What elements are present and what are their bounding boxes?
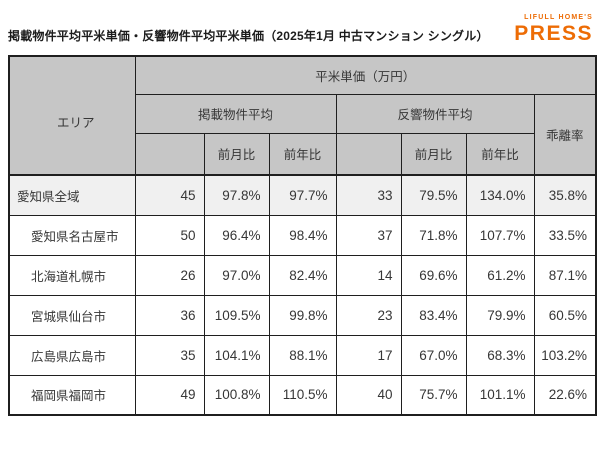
cell-divergence: 22.6%	[533, 374, 597, 416]
cell-area: 北海道札幌市	[8, 254, 136, 296]
cell-area: 愛知県名古屋市	[8, 214, 136, 256]
cell-response-mom: 69.6%	[400, 254, 467, 296]
header-row-1: エリア 平米単価（万円）	[8, 55, 597, 176]
cell-listed-yoy: 110.5%	[268, 374, 337, 416]
cell-listed-avg: 35	[134, 334, 205, 376]
cell-listed-avg: 36	[134, 294, 205, 336]
page-title: 掲載物件平均平米単価・反響物件平均平米単価（2025年1月 中古マンション シン…	[8, 29, 489, 43]
table-row-sapporo: 北海道札幌市 26 97.0% 82.4% 14 69.6% 61.2% 87.…	[8, 254, 597, 296]
cell-listed-mom: 97.0%	[203, 254, 270, 296]
cell-listed-yoy: 82.4%	[268, 254, 337, 296]
cell-response-avg: 37	[335, 214, 402, 256]
cell-area: 広島県広島市	[8, 334, 136, 376]
logo-press-text: PRESS	[514, 22, 593, 45]
cell-response-yoy: 101.1%	[465, 374, 535, 416]
table-row-aichi-zeniki: 愛知県全域 45 97.8% 97.7% 33 79.5% 134.0% 35.…	[8, 174, 597, 216]
header-unit-price: 平米単価（万円）	[134, 55, 597, 95]
cell-response-yoy: 107.7%	[465, 214, 535, 256]
cell-divergence: 60.5%	[533, 294, 597, 336]
cell-listed-yoy: 98.4%	[268, 214, 337, 256]
cell-listed-mom: 109.5%	[203, 294, 270, 336]
cell-listed-avg: 50	[134, 214, 205, 256]
header-listed-yoy: 前年比	[268, 132, 337, 176]
header-response-value-spacer	[335, 132, 402, 176]
cell-area: 宮城県仙台市	[8, 294, 136, 336]
cell-response-yoy: 79.9%	[465, 294, 535, 336]
lifull-homes-press-logo: LIFULL HOME'S PRESS	[514, 14, 593, 44]
cell-response-avg: 14	[335, 254, 402, 296]
cell-divergence: 103.2%	[533, 334, 597, 376]
table-row-hiroshima: 広島県広島市 35 104.1% 88.1% 17 67.0% 68.3% 10…	[8, 334, 597, 376]
cell-listed-avg: 26	[134, 254, 205, 296]
cell-listed-mom: 100.8%	[203, 374, 270, 416]
cell-divergence: 33.5%	[533, 214, 597, 256]
cell-response-avg: 33	[335, 174, 402, 216]
cell-response-mom: 67.0%	[400, 334, 467, 376]
cell-response-mom: 83.4%	[400, 294, 467, 336]
cell-response-yoy: 134.0%	[465, 174, 535, 216]
cell-divergence: 87.1%	[533, 254, 597, 296]
cell-response-mom: 71.8%	[400, 214, 467, 256]
header-row-3: 前月比 前年比 前月比 前年比	[9, 132, 596, 176]
cell-response-yoy: 61.2%	[465, 254, 535, 296]
price-table: エリア 平米単価（万円） 掲載物件平均 反響物件平均 乖離率 前月比 前年比 前…	[8, 55, 598, 416]
cell-listed-yoy: 88.1%	[268, 334, 337, 376]
cell-listed-yoy: 99.8%	[268, 294, 337, 336]
cell-listed-yoy: 97.7%	[268, 174, 337, 216]
header-divergence: 乖離率	[533, 93, 597, 176]
header-listed-mom: 前月比	[203, 132, 270, 176]
cell-area: 福岡県福岡市	[8, 374, 136, 416]
cell-area: 愛知県全域	[8, 174, 136, 216]
table-row-fukuoka: 福岡県福岡市 49 100.8% 110.5% 40 75.7% 101.1% …	[8, 374, 597, 416]
header-response-mom: 前月比	[400, 132, 467, 176]
table-row-nagoya: 愛知県名古屋市 50 96.4% 98.4% 37 71.8% 107.7% 3…	[8, 214, 597, 256]
cell-response-avg: 23	[335, 294, 402, 336]
cell-listed-mom: 97.8%	[203, 174, 270, 216]
header-response-yoy: 前年比	[465, 132, 535, 176]
cell-response-mom: 79.5%	[400, 174, 467, 216]
header-listed-value-spacer	[134, 132, 205, 176]
header-row-2: 掲載物件平均 反響物件平均 乖離率	[9, 93, 597, 176]
cell-response-yoy: 68.3%	[465, 334, 535, 376]
table-row-sendai: 宮城県仙台市 36 109.5% 99.8% 23 83.4% 79.9% 60…	[8, 294, 597, 336]
cell-response-mom: 75.7%	[400, 374, 467, 416]
cell-listed-avg: 45	[134, 174, 205, 216]
header-listed-group: 掲載物件平均	[134, 93, 337, 134]
logo-lifull-homes-text: LIFULL HOME'S	[524, 14, 593, 21]
cell-listed-mom: 104.1%	[203, 334, 270, 376]
header-area: エリア	[8, 55, 136, 176]
cell-listed-mom: 96.4%	[203, 214, 270, 256]
cell-divergence: 35.8%	[533, 174, 597, 216]
cell-response-avg: 17	[335, 334, 402, 376]
cell-listed-avg: 49	[134, 374, 205, 416]
header-response-group: 反響物件平均	[335, 93, 535, 134]
cell-response-avg: 40	[335, 374, 402, 416]
